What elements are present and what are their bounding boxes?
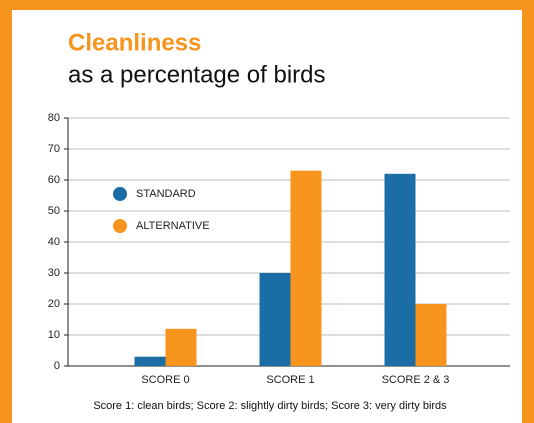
y-tick-label: 50 [48, 205, 60, 217]
bar [134, 356, 166, 366]
x-tick-label: SCORE 0 [141, 374, 189, 386]
y-tick-label: 40 [48, 236, 60, 248]
y-tick-label: 60 [48, 174, 60, 186]
chart-subtitle: as a percentage of birds [68, 61, 326, 88]
bar [259, 273, 291, 366]
bar [415, 304, 447, 366]
legend-label: ALTERNATIVE [136, 220, 210, 232]
x-tick-label: SCORE 2 & 3 [382, 374, 450, 386]
x-tick-label: SCORE 1 [266, 374, 314, 386]
y-tick-label: 30 [48, 267, 60, 279]
bar [290, 170, 322, 366]
legend-label: STANDARD [136, 188, 196, 200]
chart-title: Cleanliness [68, 29, 201, 56]
bar [384, 173, 416, 366]
y-tick-label: 0 [54, 360, 60, 372]
footnote: Score 1: clean birds; Score 2: slightly … [93, 400, 447, 412]
y-tick-label: 70 [48, 143, 60, 155]
bar [165, 328, 197, 366]
y-tick-label: 20 [48, 298, 60, 310]
legend-swatch [113, 187, 127, 201]
y-tick-label: 80 [48, 112, 60, 124]
y-tick-label: 10 [48, 329, 60, 341]
legend-swatch [113, 219, 127, 233]
